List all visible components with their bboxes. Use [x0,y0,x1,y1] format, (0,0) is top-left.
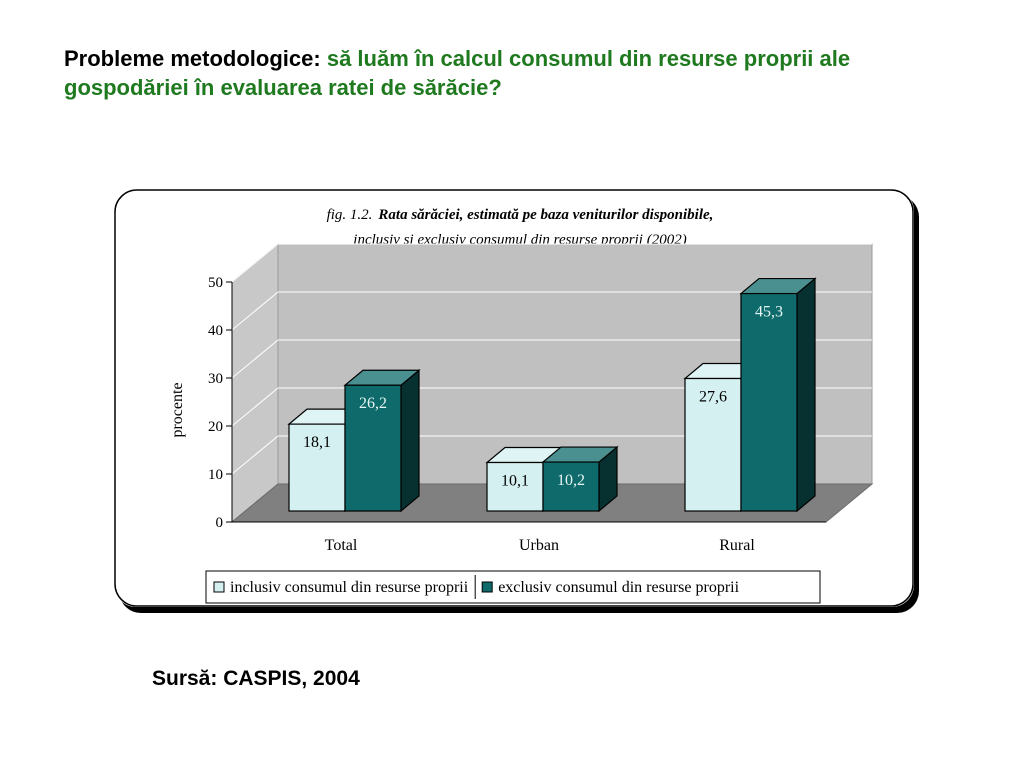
gridline-4 [231,291,872,331]
plot-area: 0 10 20 30 40 50 procente Total 18,1 26,2 Urban 10,… [169,242,874,604]
gridline-5 [231,243,872,283]
y-tick-label-3: 30 [208,371,223,387]
bar-total-series-2 [344,384,402,512]
bar-rural-series-1 [684,377,742,512]
source-note: Sursă: CASPIS, 2004 [152,667,360,690]
legend: inclusiv consumul din resurse proprii exc… [205,570,821,604]
category-label-rural: Rural [719,537,755,554]
category-label-urban: Urban [519,537,559,554]
chart-frame: fig. 1.2. Rata sărăciei, estimată pe baza… [114,189,914,607]
gridline-1 [231,435,872,475]
legend-swatch-1 [213,581,225,593]
legend-swatch-2 [481,581,493,593]
poverty-rate-chart: fig. 1.2. Rata sărăciei, estimată pe baza… [114,189,914,607]
legend-label-2: exclusiv consumul din resurse proprii [498,579,739,596]
title-question: să luăm în calcul consumul din resurse p… [64,46,851,100]
legend-label-1: inclusiv consumul din resurse proprii [230,579,469,596]
slide-title: Probleme metodologice: să luăm în calcul… [64,44,964,102]
y-tick-label-1: 10 [208,467,223,483]
y-tick-label-4: 40 [208,323,223,339]
category-label-total: Total [325,537,358,554]
y-tick-label-5: 50 [208,275,223,291]
gridline-2 [231,387,872,427]
data-label-rural-series-1: 27,6 [699,389,727,406]
bar-total-series-1 [288,423,346,512]
bar-rural-series-2-side [796,277,816,513]
figure-number: fig. 1.2. [327,207,373,223]
y-tick-label-2: 20 [208,419,223,435]
figure-title-line-1: fig. 1.2. Rata sărăciei, estimată pe baza… [327,207,714,223]
figure-title-text-1: Rata sărăciei, estimată pe baza venituri… [377,207,713,223]
bar-rural-series-2 [740,292,798,512]
data-label-urban-series-1: 10,1 [501,473,529,490]
y-tick-label-0: 0 [216,515,224,531]
side-wall [231,242,279,524]
data-label-rural-series-2: 45,3 [755,304,783,321]
data-label-urban-series-2: 10,2 [557,472,585,489]
title-lead: Probleme metodologice: [64,46,321,71]
bar-total-series-2-side [400,368,420,513]
bar-urban-series-2 [542,461,600,512]
data-label-total-series-2: 26,2 [359,395,387,412]
data-label-total-series-1: 18,1 [303,434,331,451]
legend-box [205,570,821,604]
gridline-3 [231,339,872,379]
y-axis-title: procente [169,382,186,437]
